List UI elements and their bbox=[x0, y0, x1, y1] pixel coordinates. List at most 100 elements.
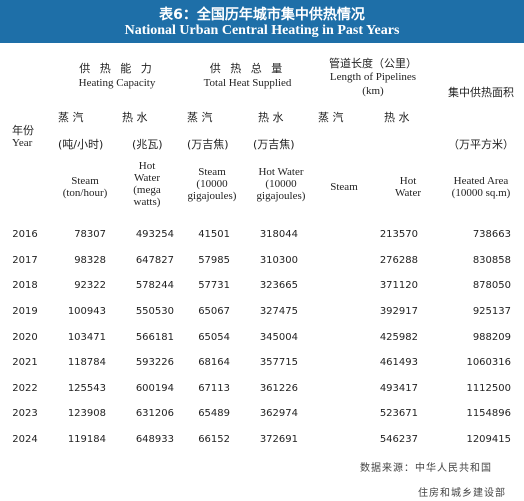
cell-year: 2022 bbox=[12, 382, 38, 394]
cell-pipe-steam bbox=[298, 299, 346, 325]
cap-water-en-l3: (mega bbox=[133, 184, 161, 196]
cap-water-unit-cn: (兆瓦) bbox=[132, 138, 163, 151]
cap-water-cn: 热 水 bbox=[122, 109, 172, 125]
pipe-steam-en: Steam bbox=[330, 181, 358, 193]
total-heat-header-cn: 供 热 总 量 bbox=[209, 62, 286, 75]
tot-steam-en: Steam (10000 gigajoules) bbox=[180, 166, 244, 202]
cell-year: 2017 bbox=[12, 254, 38, 266]
cell-pipe-water: 546237 bbox=[379, 434, 418, 446]
cap-steam-unit-cn: (吨/小时) bbox=[58, 138, 104, 151]
cell-pipe-steam bbox=[298, 401, 346, 427]
pipe-water-cn: 热 水 bbox=[384, 109, 444, 125]
tot-water-cn: 热 水 bbox=[258, 109, 318, 125]
row-padding bbox=[511, 222, 524, 248]
cell-year: 2016 bbox=[12, 229, 38, 241]
cell-cap-water: 648933 bbox=[135, 434, 174, 446]
row-padding bbox=[511, 299, 524, 325]
cell-cap-steam: 118784 bbox=[67, 357, 106, 369]
cell-pipe-steam bbox=[298, 222, 346, 248]
heated-area-en: Heated Area (10000 sq.m) bbox=[440, 175, 522, 199]
table-row: 2020 103471 566181 65054 345004 425982 988209 bbox=[0, 324, 524, 350]
cap-water-en-l4: watts) bbox=[133, 196, 161, 208]
cap-steam-cn: 蒸 汽 bbox=[58, 109, 108, 125]
row-padding bbox=[511, 248, 524, 274]
cap-water-en-l1: Hot bbox=[138, 160, 156, 172]
table-row: 2018 92322 578244 57731 323665 371120 878050 bbox=[0, 273, 524, 299]
cell-pipe-steam bbox=[298, 376, 346, 402]
cell-cap-water: 647827 bbox=[135, 254, 174, 266]
cell-pipe-water: 276288 bbox=[379, 254, 418, 266]
cell-cap-steam: 78307 bbox=[74, 229, 106, 241]
heating-capacity-header-en: Heating Capacity bbox=[78, 77, 156, 89]
table-title-en: National Urban Central Heating in Past Y… bbox=[124, 23, 400, 38]
cell-cap-water: 578244 bbox=[135, 280, 174, 292]
year-header-en: Year bbox=[12, 137, 33, 149]
cell-area: 830858 bbox=[472, 254, 511, 266]
pipe-water-en-l1: Hot bbox=[399, 175, 417, 187]
cell-year: 2020 bbox=[12, 331, 38, 343]
cell-area: 1112500 bbox=[466, 382, 511, 394]
cell-cap-steam: 103471 bbox=[67, 331, 106, 343]
cell-tot-steam: 65489 bbox=[198, 408, 230, 420]
cell-cap-water: 593226 bbox=[135, 357, 174, 369]
cell-tot-water: 345004 bbox=[259, 331, 298, 343]
cell-cap-water: 600194 bbox=[135, 382, 174, 394]
cell-tot-water: 318044 bbox=[259, 229, 298, 241]
cap-steam-cn-text: 蒸 汽 bbox=[58, 111, 84, 124]
cell-cap-steam: 119184 bbox=[67, 434, 106, 446]
cell-area: 988209 bbox=[472, 331, 511, 343]
cell-tot-steam: 57731 bbox=[198, 280, 230, 292]
cell-cap-steam: 100943 bbox=[67, 306, 106, 318]
cell-tot-water: 372691 bbox=[259, 434, 298, 446]
row-padding bbox=[511, 401, 524, 427]
tot-steam-en-l1: Steam bbox=[198, 166, 226, 178]
cell-cap-water: 550530 bbox=[135, 306, 174, 318]
tot-steam-cn-text: 蒸 汽 bbox=[187, 111, 213, 124]
row-padding bbox=[511, 324, 524, 350]
tot-steam-en-l2: (10000 bbox=[196, 178, 228, 190]
table-row: 2017 98328 647827 57985 310300 276288 830858 bbox=[0, 248, 524, 274]
cell-tot-water: 310300 bbox=[259, 254, 298, 266]
cap-steam-en-l1: Steam bbox=[71, 175, 99, 187]
cell-pipe-water: 371120 bbox=[379, 280, 418, 292]
cell-pipe-steam bbox=[298, 248, 346, 274]
tot-steam-unit-cn: (万吉焦) bbox=[187, 138, 229, 151]
year-header-cn: 年份 bbox=[12, 124, 34, 137]
cell-area: 1154896 bbox=[466, 408, 511, 420]
cell-pipe-water: 493417 bbox=[379, 382, 418, 394]
table-row: 2022 125543 600194 67113 361226 493417 1112500 bbox=[0, 376, 524, 402]
tot-steam-cn: 蒸 汽 bbox=[187, 109, 247, 125]
source-line-2: 住房和城乡建设部 bbox=[418, 488, 506, 499]
cell-area: 878050 bbox=[472, 280, 511, 292]
cell-cap-steam: 98328 bbox=[74, 254, 106, 266]
table-row: 2019 100943 550530 65067 327475 392917 925137 bbox=[0, 299, 524, 325]
pipe-steam-cn-text: 蒸 汽 bbox=[318, 111, 344, 124]
table-title-cn: 表6：全国历年城市集中供热情况 bbox=[159, 7, 365, 23]
cap-water-cn-text: 热 水 bbox=[122, 111, 148, 124]
cell-area: 925137 bbox=[472, 306, 511, 318]
cell-tot-steam: 41501 bbox=[198, 229, 230, 241]
cell-tot-steam: 68164 bbox=[198, 357, 230, 369]
title-bar: 表6：全国历年城市集中供热情况 National Urban Central H… bbox=[0, 0, 524, 43]
pipe-water-cn-text: 热 水 bbox=[384, 111, 410, 124]
pipelines-header-en: Length of Pipelines bbox=[329, 71, 417, 83]
cell-tot-water: 323665 bbox=[259, 280, 298, 292]
table-row: 2021 118784 593226 68164 357715 461493 1060316 bbox=[0, 350, 524, 376]
cell-pipe-water: 425982 bbox=[379, 331, 418, 343]
cell-pipe-water: 461493 bbox=[379, 357, 418, 369]
pipe-water-en: Hot Water bbox=[388, 175, 428, 199]
source-line-1: 数据来源：中华人民共和国 bbox=[360, 463, 492, 474]
heated-area-en-l2: (10000 sq.m) bbox=[451, 187, 511, 199]
cap-water-en-l2: Water bbox=[134, 172, 160, 184]
cell-pipe-steam bbox=[298, 427, 346, 453]
row-padding bbox=[511, 427, 524, 453]
cell-tot-steam: 57985 bbox=[198, 254, 230, 266]
row-padding bbox=[511, 350, 524, 376]
tot-water-en-l1: Hot Water bbox=[258, 166, 304, 178]
pipelines-header-cn: 管道长度（公里） bbox=[329, 57, 417, 70]
cell-year: 2021 bbox=[12, 357, 38, 369]
cell-tot-steam: 66152 bbox=[198, 434, 230, 446]
pipelines-unit: (km) bbox=[362, 85, 384, 97]
heating-data-table: 2016 78307 493254 41501 318044 213570 738663 20… bbox=[0, 222, 524, 452]
cell-area: 1209415 bbox=[466, 434, 511, 446]
